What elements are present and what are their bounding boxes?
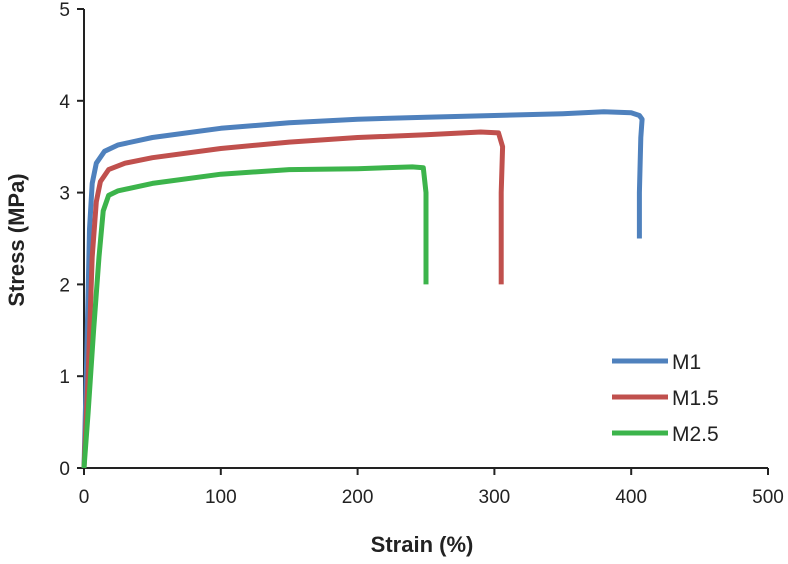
x-tick-label: 300 <box>479 487 511 508</box>
legend-label-m2-5: M2.5 <box>672 423 719 446</box>
legend-label-m1-5: M1.5 <box>672 387 719 410</box>
series-line-m1-5 <box>81 129 506 469</box>
x-axis-title: Strain (%) <box>371 532 474 557</box>
y-axis-title: Stress (MPa) <box>4 173 29 306</box>
x-tick-label: 100 <box>205 487 237 508</box>
series-layer <box>81 109 645 469</box>
legend: M1 M1.5 M2.5 <box>612 351 719 446</box>
x-tick-label: 0 <box>79 487 90 508</box>
y-tick-label: 4 <box>59 92 70 113</box>
x-tick-label: 200 <box>342 487 374 508</box>
y-tick-label: 2 <box>59 275 70 296</box>
x-tick-label: 400 <box>615 487 647 508</box>
series-line-m1 <box>81 109 645 469</box>
y-tick-label: 3 <box>59 184 70 205</box>
axes-layer: 0 1 2 3 4 5 0 100 200 300 400 500 <box>59 0 783 508</box>
y-tick-label: 5 <box>59 0 70 21</box>
y-tick-label: 0 <box>59 459 70 480</box>
legend-label-m1: M1 <box>672 351 701 374</box>
y-tick-label: 1 <box>59 367 70 388</box>
series-line-m2-5 <box>81 164 429 469</box>
x-tick-label: 500 <box>752 487 784 508</box>
